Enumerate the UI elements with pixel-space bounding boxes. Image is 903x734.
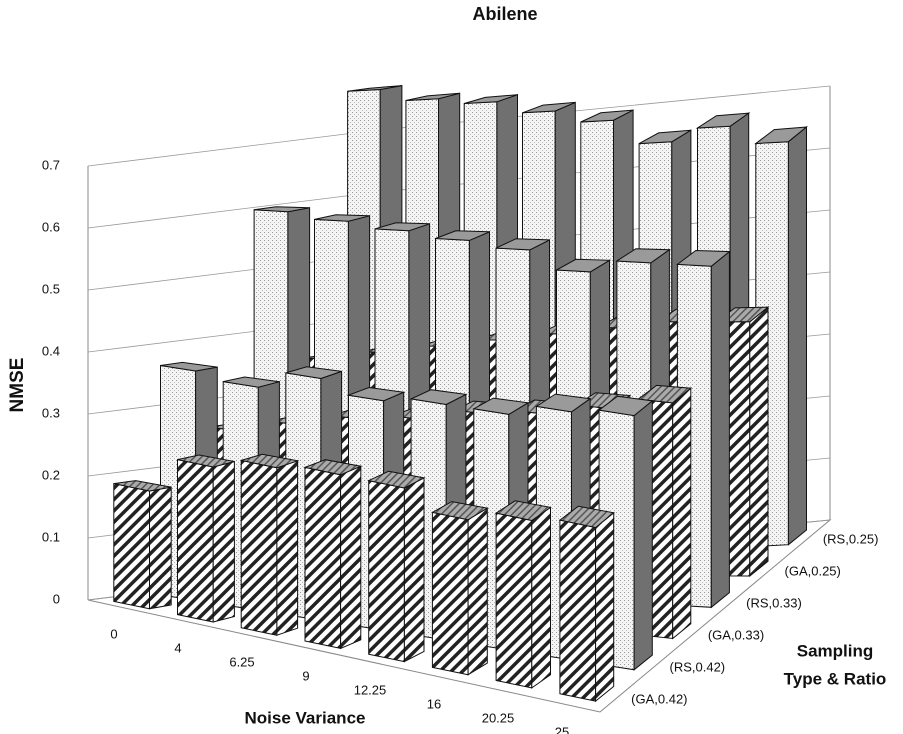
bar-side (672, 387, 692, 640)
bar-top (754, 126, 809, 145)
bar-top (558, 505, 615, 529)
bar-top (409, 389, 468, 406)
y-tick-label: 0.5 (42, 281, 60, 296)
x-tick-label: 9 (302, 668, 309, 683)
bar-front (304, 466, 342, 650)
bar-side (340, 465, 362, 650)
bar-side (149, 486, 172, 610)
y-tick-label: 0.2 (42, 467, 60, 482)
bar-front (431, 511, 469, 676)
bar-top (522, 101, 576, 114)
bar-top (580, 109, 634, 123)
bar-top (535, 393, 592, 413)
bar (430, 501, 489, 676)
x-tick-label: 6.25 (229, 654, 254, 669)
bar-top (435, 230, 490, 241)
bar-front (495, 512, 533, 689)
bar-top (177, 454, 235, 468)
bar-top (554, 258, 612, 273)
bar-side (710, 250, 730, 609)
bar-top (495, 238, 550, 251)
bar-top (638, 129, 692, 145)
bar-side (595, 511, 615, 703)
bar (494, 500, 552, 689)
bar-top (597, 395, 654, 417)
legend-label: (GA,0.42) (631, 691, 687, 706)
x-tick-label: 0 (110, 626, 117, 641)
legend-label: (RS,0.33) (746, 595, 802, 610)
bar-side (276, 460, 299, 636)
bar-front (368, 479, 405, 663)
bar-top (374, 222, 430, 232)
bar-top (346, 386, 406, 402)
bar-top (430, 501, 489, 521)
bar-side (212, 460, 235, 623)
x-tick-label: 4 (174, 640, 181, 655)
legend-label: (RS,0.25) (823, 531, 879, 546)
bar (558, 505, 615, 703)
bar-top (405, 92, 460, 101)
x-axis-title: Noise Variance (245, 708, 366, 727)
bar-top (303, 459, 363, 476)
bar (113, 480, 172, 610)
x-tick-label: 25 (555, 724, 569, 734)
bar-top (113, 480, 172, 492)
bar-top (472, 397, 530, 415)
bar-front (113, 482, 150, 610)
bar-side (787, 125, 807, 546)
y-tick-label: 0.1 (42, 529, 60, 544)
bar-top (241, 453, 300, 469)
bar-front (177, 458, 214, 623)
bar-top (347, 85, 402, 92)
bars (113, 85, 809, 703)
bar-top (254, 206, 310, 213)
bar-side (467, 507, 488, 676)
y-axis-title: NMSE (7, 358, 28, 413)
bar-top (615, 248, 671, 264)
bar-front (559, 519, 597, 702)
bar-top (285, 366, 342, 380)
bar-top (464, 94, 518, 104)
bar-top (494, 500, 552, 522)
chart-title: Abilene (472, 4, 537, 24)
bar-top (695, 112, 751, 129)
bar-side (403, 477, 425, 663)
bar-top (160, 361, 218, 372)
y-tick-label: 0.3 (42, 405, 60, 420)
bar-top (223, 376, 280, 388)
bar-side (749, 306, 769, 578)
y-tick-label: 0.6 (42, 219, 60, 234)
bar-side (531, 506, 551, 689)
bar-front (240, 459, 278, 636)
x-tick-label: 16 (427, 696, 441, 711)
legend-label: (GA,0.33) (708, 627, 764, 642)
bar (367, 470, 426, 663)
bar-top (314, 214, 370, 222)
y-tick-label: 0.7 (42, 157, 60, 172)
y-tick-label: 0.4 (42, 343, 60, 358)
bar-top (676, 249, 731, 267)
z-axis-title: Sampling (797, 641, 874, 660)
bar-top (367, 470, 426, 489)
bar-side (633, 399, 653, 671)
legend-label: (GA,0.25) (785, 563, 841, 578)
x-tick-label: 20.25 (482, 710, 515, 725)
bar (177, 454, 235, 623)
bar (240, 453, 300, 636)
bar (303, 459, 363, 650)
legend-label: (RS,0.42) (670, 659, 726, 674)
y-tick-label: 0 (53, 591, 60, 606)
bar (597, 395, 654, 671)
z-axis-title: Type & Ratio (784, 669, 887, 688)
bar-top (636, 384, 693, 404)
x-tick-label: 12.25 (354, 682, 387, 697)
